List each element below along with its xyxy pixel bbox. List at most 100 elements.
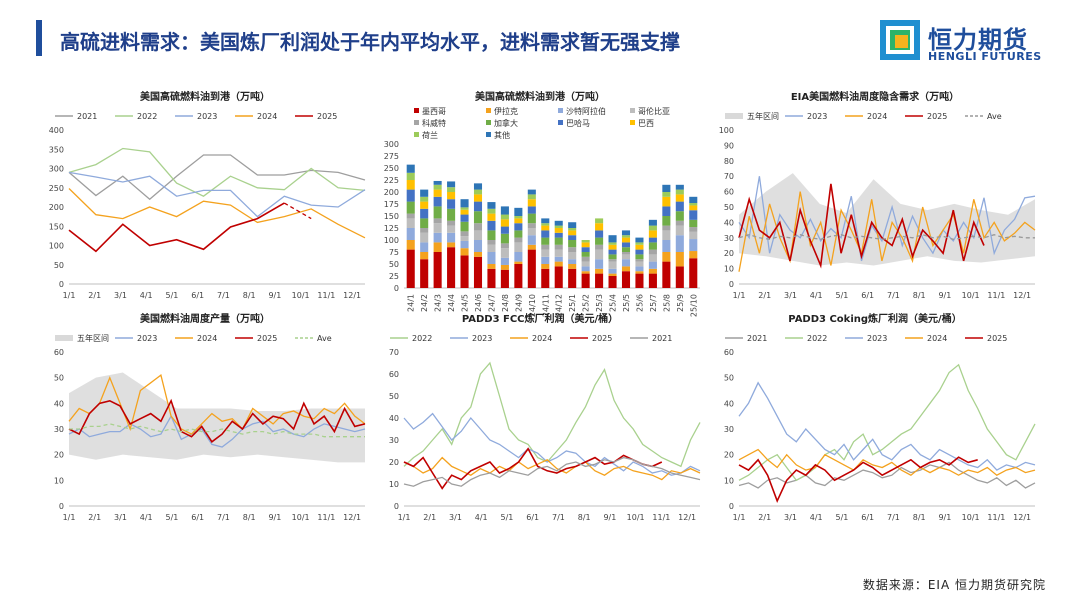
bar-segment	[487, 220, 496, 231]
x-tick-label: 3/1	[114, 291, 127, 300]
x-tick-label: 7/1	[887, 291, 900, 300]
bar-segment	[581, 266, 590, 272]
x-tick-label: 6/1	[191, 291, 204, 300]
x-tick-label: 25/1	[568, 294, 577, 312]
bar-segment	[648, 225, 657, 231]
bar-segment	[447, 187, 456, 192]
bar-segment	[527, 189, 536, 195]
bar-segment	[514, 218, 523, 224]
bar-segment	[514, 230, 523, 238]
x-tick-label: 2/1	[758, 513, 771, 522]
y-tick-label: 150	[384, 212, 399, 221]
bar-segment	[581, 242, 590, 248]
bar-segment	[648, 268, 657, 274]
legend-label: 五年区间	[77, 333, 109, 343]
x-tick-label: 2/1	[88, 513, 101, 522]
bar-segment	[675, 252, 684, 267]
x-tick-label: 25/6	[635, 294, 644, 312]
y-tick-label: 60	[724, 348, 734, 357]
chart-title: EIA美国燃料油周度隐含需求（万吨）	[791, 90, 959, 103]
bar-segment	[689, 205, 698, 211]
legend-label: 科威特	[422, 118, 446, 128]
bar-segment	[675, 194, 684, 202]
legend-swatch	[414, 120, 419, 125]
bar-segment	[662, 252, 671, 262]
y-tick-label: 250	[49, 184, 64, 193]
bar-segment	[595, 249, 604, 260]
bar-segment	[406, 218, 415, 228]
bar-segment	[648, 219, 657, 226]
bar-segment	[568, 247, 577, 252]
bar-segment	[447, 192, 456, 200]
legend-swatch	[486, 132, 491, 137]
y-tick-label: 30	[389, 436, 399, 445]
y-tick-label: 0	[394, 502, 399, 511]
x-tick-label: 24/6	[474, 294, 483, 312]
bar-segment	[675, 266, 684, 288]
x-tick-label: 9/1	[268, 513, 281, 522]
bar-segment	[648, 237, 657, 243]
y-tick-label: 40	[724, 218, 734, 227]
chart-coking-margin: PADD3 Coking炼厂利润（美元/桶） 2021 2022 2023 2024 20…	[705, 310, 1045, 550]
bar-segment	[675, 189, 684, 195]
y-tick-label: 90	[724, 141, 734, 150]
bar-segment	[568, 222, 577, 228]
chart-title: PADD3 FCC炼厂利润（美元/桶）	[462, 312, 618, 325]
bar-segment	[433, 206, 442, 219]
bar-segment	[487, 230, 496, 240]
bar-segment	[662, 184, 671, 192]
bar-segment	[473, 230, 483, 240]
bar-segment	[621, 254, 631, 260]
bar-segment	[662, 192, 671, 197]
series-line	[403, 447, 663, 490]
bar-segment	[447, 247, 456, 288]
legend-swatch	[630, 108, 635, 113]
x-tick-label: 8/1	[243, 513, 256, 522]
x-tick-label: 10/1	[292, 513, 310, 522]
bar-segment	[608, 254, 617, 260]
x-tick-label: 25/2	[582, 294, 591, 312]
x-tick-label: 5/1	[166, 513, 179, 522]
y-tick-label: 50	[389, 260, 399, 269]
y-tick-label: 0	[394, 284, 399, 293]
bar-segment	[514, 207, 523, 216]
x-tick-label: 7/1	[887, 513, 900, 522]
x-tick-label: 12/1	[343, 513, 361, 522]
y-tick-label: 250	[384, 164, 399, 173]
bar-segment	[621, 235, 631, 238]
bar-segment	[420, 189, 429, 197]
bar-segment	[460, 248, 469, 256]
bar-segment	[500, 214, 509, 220]
x-tick-label: 5/1	[836, 291, 849, 300]
legend-label: 2024	[257, 112, 277, 121]
bar-segment	[406, 164, 415, 173]
bar-segment	[487, 264, 496, 269]
bar-segment	[662, 261, 671, 288]
y-tick-label: 100	[49, 242, 64, 251]
legend-swatch	[486, 108, 491, 113]
series-line	[68, 398, 366, 443]
bar-segment	[420, 232, 429, 243]
legend-label: 2021	[652, 334, 672, 343]
bar-segment	[689, 251, 698, 259]
y-tick-label: 100	[719, 126, 734, 135]
x-tick-label: 6/1	[191, 513, 204, 522]
bar-segment	[595, 237, 604, 245]
bar-segment	[621, 237, 631, 243]
bar-segment	[648, 273, 657, 288]
bar-segment	[568, 259, 577, 264]
bar-segment	[621, 271, 631, 288]
x-tick-label: 25/7	[649, 294, 658, 312]
bar-segment	[635, 249, 644, 255]
bar-segment	[608, 259, 617, 262]
series-line	[738, 234, 1035, 240]
y-tick-label: 30	[54, 425, 64, 434]
legend-swatch	[725, 113, 743, 119]
bar-segment	[487, 213, 496, 221]
bar-segment	[541, 218, 550, 224]
bar-segment	[621, 252, 631, 255]
bar-segment	[675, 225, 684, 236]
bar-segment	[541, 230, 550, 238]
x-tick-label: 24/9	[514, 294, 523, 312]
x-tick-label: 8/1	[578, 513, 591, 522]
